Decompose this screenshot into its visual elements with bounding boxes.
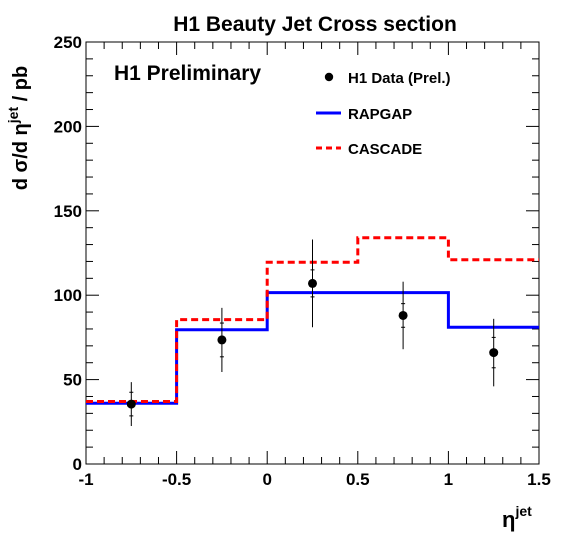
x-tick-label: 0 — [262, 470, 271, 489]
data-point — [398, 310, 408, 320]
legend-marker-data — [324, 72, 334, 82]
y-tick-label: 150 — [54, 202, 82, 221]
chart-title: H1 Beauty Jet Cross section — [173, 13, 457, 36]
x-tick-label: 1 — [444, 470, 453, 489]
annotation-h1-preliminary: H1 Preliminary — [114, 62, 261, 85]
y-tick-label: 0 — [73, 455, 82, 474]
legend-label-data: H1 Data (Prel.) — [348, 70, 451, 87]
data-point — [126, 399, 136, 409]
x-tick-label: -0.5 — [162, 470, 191, 489]
data-point — [489, 348, 499, 358]
x-tick-label: -1 — [78, 470, 93, 489]
y-axis-label-tail: / pb — [10, 66, 32, 107]
legend-label-cascade: CASCADE — [348, 141, 422, 158]
y-tick-label: 100 — [54, 286, 82, 305]
x-axis-label-sup: jet — [514, 503, 532, 519]
legend: H1 Data (Prel.) RAPGAP CASCADE — [316, 70, 451, 158]
legend-label-rapgap: RAPGAP — [348, 106, 412, 123]
x-tick-label: 0.5 — [346, 470, 370, 489]
x-axis-label: ηjet — [502, 503, 532, 532]
y-tick-label: 50 — [63, 371, 82, 390]
x-tick-label: 1.5 — [527, 470, 551, 489]
y-axis-label: d σ/d ηjet / pb — [5, 66, 32, 190]
y-axis-label-main: d σ/d η — [10, 123, 32, 190]
data-point — [217, 335, 227, 345]
y-tick-label: 250 — [54, 33, 82, 52]
y-axis-label-sup: jet — [5, 107, 21, 125]
data-point — [308, 278, 317, 288]
plot-frame — [85, 41, 540, 465]
x-axis-label-main: η — [502, 507, 515, 532]
y-tick-label: 200 — [54, 117, 82, 136]
